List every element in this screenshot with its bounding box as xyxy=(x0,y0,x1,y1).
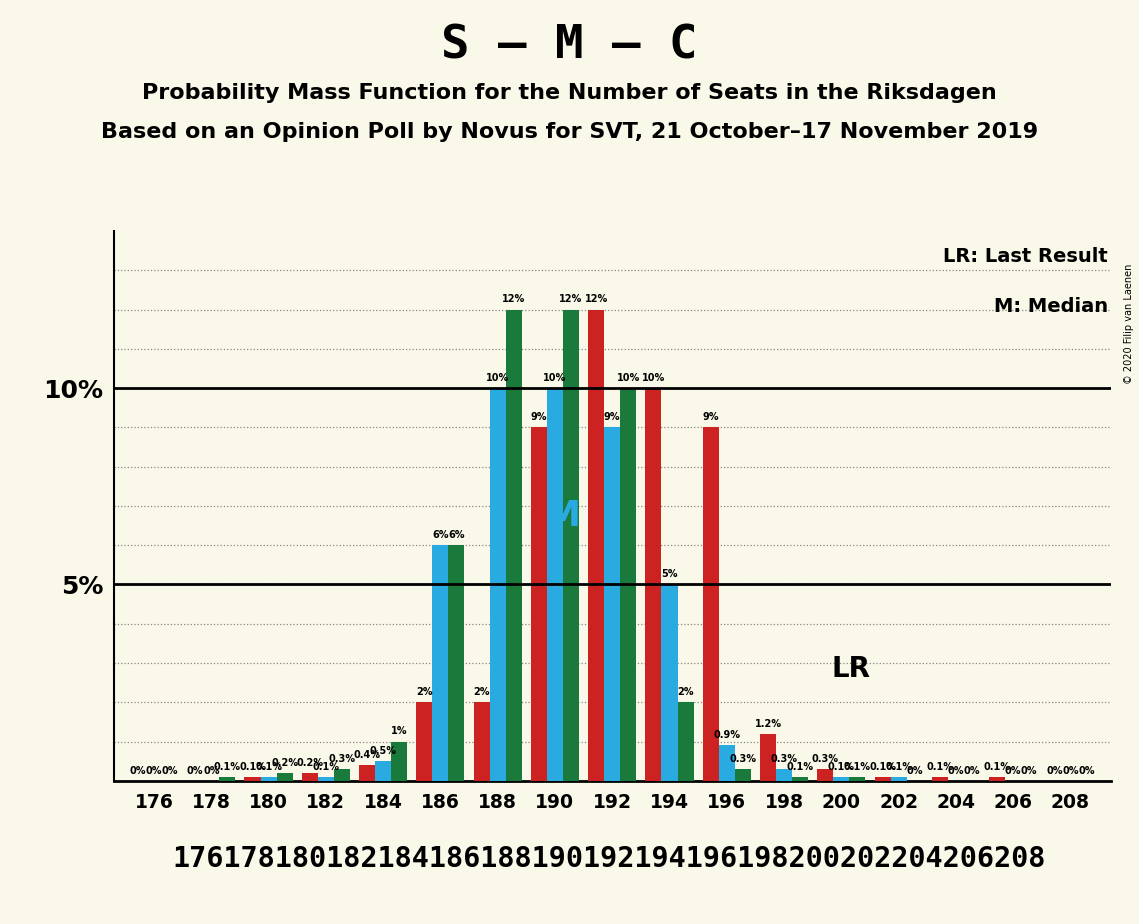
Bar xyxy=(735,769,751,781)
Text: 176178180182184186188190192194196198200202204206208: 1761781801821841861881901921941961982002… xyxy=(173,845,1046,873)
Text: 2%: 2% xyxy=(678,687,694,697)
Text: 0.5%: 0.5% xyxy=(369,746,396,756)
Text: 0%: 0% xyxy=(187,766,204,775)
Bar xyxy=(474,702,490,781)
Text: 0%: 0% xyxy=(1079,766,1095,775)
Text: 0.1%: 0.1% xyxy=(844,761,871,772)
Bar xyxy=(646,388,662,781)
Text: 0%: 0% xyxy=(1005,766,1022,775)
Bar xyxy=(588,310,604,781)
Text: 0.1%: 0.1% xyxy=(787,761,813,772)
Text: 0%: 0% xyxy=(1063,766,1079,775)
Text: 0%: 0% xyxy=(1046,766,1063,775)
Text: 1.2%: 1.2% xyxy=(754,719,781,728)
Text: 12%: 12% xyxy=(584,295,608,304)
Text: 0%: 0% xyxy=(948,766,964,775)
Text: 1%: 1% xyxy=(391,726,408,736)
Bar xyxy=(547,388,563,781)
Text: 10%: 10% xyxy=(486,373,509,383)
Bar xyxy=(818,769,834,781)
Text: 0.3%: 0.3% xyxy=(771,754,797,764)
Bar xyxy=(302,772,318,781)
Text: 10%: 10% xyxy=(543,373,566,383)
Text: 0.3%: 0.3% xyxy=(812,754,838,764)
Text: M: M xyxy=(544,499,581,533)
Text: 0.3%: 0.3% xyxy=(328,754,355,764)
Text: 0%: 0% xyxy=(1021,766,1038,775)
Text: 2%: 2% xyxy=(474,687,490,697)
Text: Probability Mass Function for the Number of Seats in the Riksdagen: Probability Mass Function for the Number… xyxy=(142,83,997,103)
Text: 0.1%: 0.1% xyxy=(312,761,339,772)
Text: S – M – C: S – M – C xyxy=(441,23,698,68)
Bar xyxy=(391,741,407,781)
Bar xyxy=(792,777,808,781)
Bar xyxy=(621,388,637,781)
Text: 9%: 9% xyxy=(604,412,621,422)
Text: 0%: 0% xyxy=(146,766,162,775)
Text: 0.4%: 0.4% xyxy=(353,750,380,760)
Text: 12%: 12% xyxy=(559,295,582,304)
Text: 0.2%: 0.2% xyxy=(271,758,298,768)
Bar xyxy=(678,702,694,781)
Bar xyxy=(318,777,334,781)
Text: 6%: 6% xyxy=(448,530,465,540)
Text: LR: Last Result: LR: Last Result xyxy=(943,248,1107,266)
Text: 0.1%: 0.1% xyxy=(828,761,855,772)
Bar xyxy=(719,746,735,781)
Text: 0.1%: 0.1% xyxy=(239,761,267,772)
Bar xyxy=(433,545,449,781)
Text: 0%: 0% xyxy=(907,766,923,775)
Text: 0.1%: 0.1% xyxy=(214,761,240,772)
Bar xyxy=(417,702,433,781)
Text: M: Median: M: Median xyxy=(993,297,1107,316)
Text: 0.3%: 0.3% xyxy=(729,754,756,764)
Text: 0.1%: 0.1% xyxy=(869,761,896,772)
Bar xyxy=(563,310,579,781)
Bar xyxy=(359,765,375,781)
Text: 0.1%: 0.1% xyxy=(984,761,1010,772)
Text: 0.1%: 0.1% xyxy=(255,761,282,772)
Bar xyxy=(506,310,522,781)
Text: 5%: 5% xyxy=(662,569,678,579)
Text: 10%: 10% xyxy=(642,373,665,383)
Bar xyxy=(490,388,506,781)
Text: 0.1%: 0.1% xyxy=(885,761,912,772)
Text: 0%: 0% xyxy=(964,766,981,775)
Text: 0.9%: 0.9% xyxy=(713,730,740,740)
Bar xyxy=(703,427,719,781)
Text: 0%: 0% xyxy=(162,766,179,775)
Text: LR: LR xyxy=(831,654,870,683)
Text: 9%: 9% xyxy=(531,412,547,422)
Bar xyxy=(989,777,1005,781)
Text: 12%: 12% xyxy=(502,295,525,304)
Bar xyxy=(850,777,866,781)
Bar xyxy=(277,772,293,781)
Bar xyxy=(449,545,465,781)
Text: 9%: 9% xyxy=(703,412,719,422)
Bar xyxy=(531,427,547,781)
Text: 0%: 0% xyxy=(130,766,146,775)
Bar xyxy=(932,777,948,781)
Bar xyxy=(875,777,891,781)
Bar xyxy=(662,585,678,781)
Bar xyxy=(776,769,792,781)
Text: 0.2%: 0.2% xyxy=(296,758,323,768)
Text: Based on an Opinion Poll by Novus for SVT, 21 October–17 November 2019: Based on an Opinion Poll by Novus for SV… xyxy=(101,122,1038,142)
Text: 10%: 10% xyxy=(616,373,640,383)
Bar xyxy=(604,427,621,781)
Text: 2%: 2% xyxy=(416,687,433,697)
Text: 0%: 0% xyxy=(203,766,220,775)
Bar xyxy=(220,777,236,781)
Bar xyxy=(261,777,277,781)
Bar xyxy=(760,734,776,781)
Text: 0.1%: 0.1% xyxy=(926,761,953,772)
Bar xyxy=(245,777,261,781)
Bar xyxy=(891,777,907,781)
Text: © 2020 Filip van Laenen: © 2020 Filip van Laenen xyxy=(1124,263,1134,383)
Bar xyxy=(834,777,850,781)
Text: 6%: 6% xyxy=(432,530,449,540)
Bar xyxy=(375,761,391,781)
Bar xyxy=(334,769,350,781)
